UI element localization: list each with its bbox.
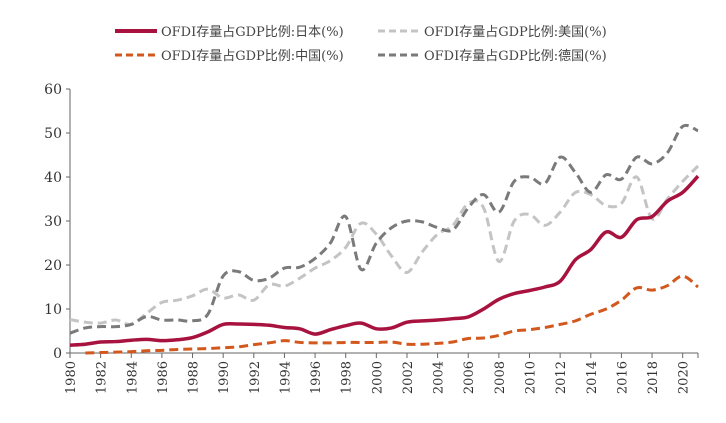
- series-line-germany: [69, 123, 699, 335]
- x-tick-label: 2016: [615, 361, 630, 394]
- legend-swatch-china: [115, 53, 157, 56]
- legend-label-usa: OFDI存量占GDP比例:美国(%): [424, 25, 607, 40]
- x-tick-label: 2014: [585, 361, 600, 394]
- x-tick-label: 2002: [401, 361, 416, 394]
- x-tick-label: 2006: [462, 361, 477, 394]
- series-line-usa: [69, 164, 700, 327]
- legend-swatch-usa: [378, 29, 420, 32]
- y-tick-label: 60: [44, 82, 62, 98]
- y-tick-label: 40: [44, 170, 62, 186]
- x-tick-label: 1998: [340, 361, 355, 394]
- legend-swatch-germany: [378, 53, 420, 56]
- x-tick-label: 1984: [125, 361, 140, 394]
- series-line-japan: [69, 174, 700, 347]
- series-line-china: [85, 274, 699, 355]
- y-tick-label: 20: [44, 258, 62, 274]
- legend-label-japan: OFDI存量占GDP比例:日本(%): [161, 25, 344, 40]
- x-tick-label: 1992: [248, 361, 263, 394]
- legend-item-japan: OFDI存量占GDP比例:日本(%): [115, 21, 344, 40]
- y-tick-label: 10: [44, 302, 62, 318]
- legend-item-germany: OFDI存量占GDP比例:德国(%): [378, 45, 607, 64]
- x-tick-label: 1980: [64, 361, 79, 394]
- x-tick-label: 2012: [554, 361, 569, 394]
- y-tick-label: 30: [44, 214, 62, 230]
- legend-item-usa: OFDI存量占GDP比例:美国(%): [378, 21, 607, 40]
- x-tick-label: 2020: [677, 361, 692, 394]
- x-tick-label: 2010: [524, 361, 539, 394]
- x-tick-label: 1994: [278, 361, 293, 394]
- x-tick-label: 1986: [156, 361, 171, 394]
- legend-label-china: OFDI存量占GDP比例:中国(%): [161, 49, 344, 64]
- legend-item-china: OFDI存量占GDP比例:中国(%): [115, 45, 344, 64]
- y-tick-label: 0: [53, 346, 62, 362]
- x-tick-label: 1990: [217, 361, 232, 394]
- x-tick-label: 2000: [370, 361, 385, 394]
- x-tick-label: 2018: [646, 361, 661, 394]
- legend-swatch-japan: [115, 28, 157, 33]
- x-tick-label: 1988: [187, 361, 202, 394]
- x-tick-label: 2004: [432, 361, 447, 394]
- x-tick-label: 1996: [309, 361, 324, 394]
- y-tick-label: 50: [44, 126, 62, 142]
- legend-label-germany: OFDI存量占GDP比例:德国(%): [424, 49, 607, 64]
- x-tick-label: 2008: [493, 361, 508, 394]
- x-tick-label: 1982: [95, 361, 110, 394]
